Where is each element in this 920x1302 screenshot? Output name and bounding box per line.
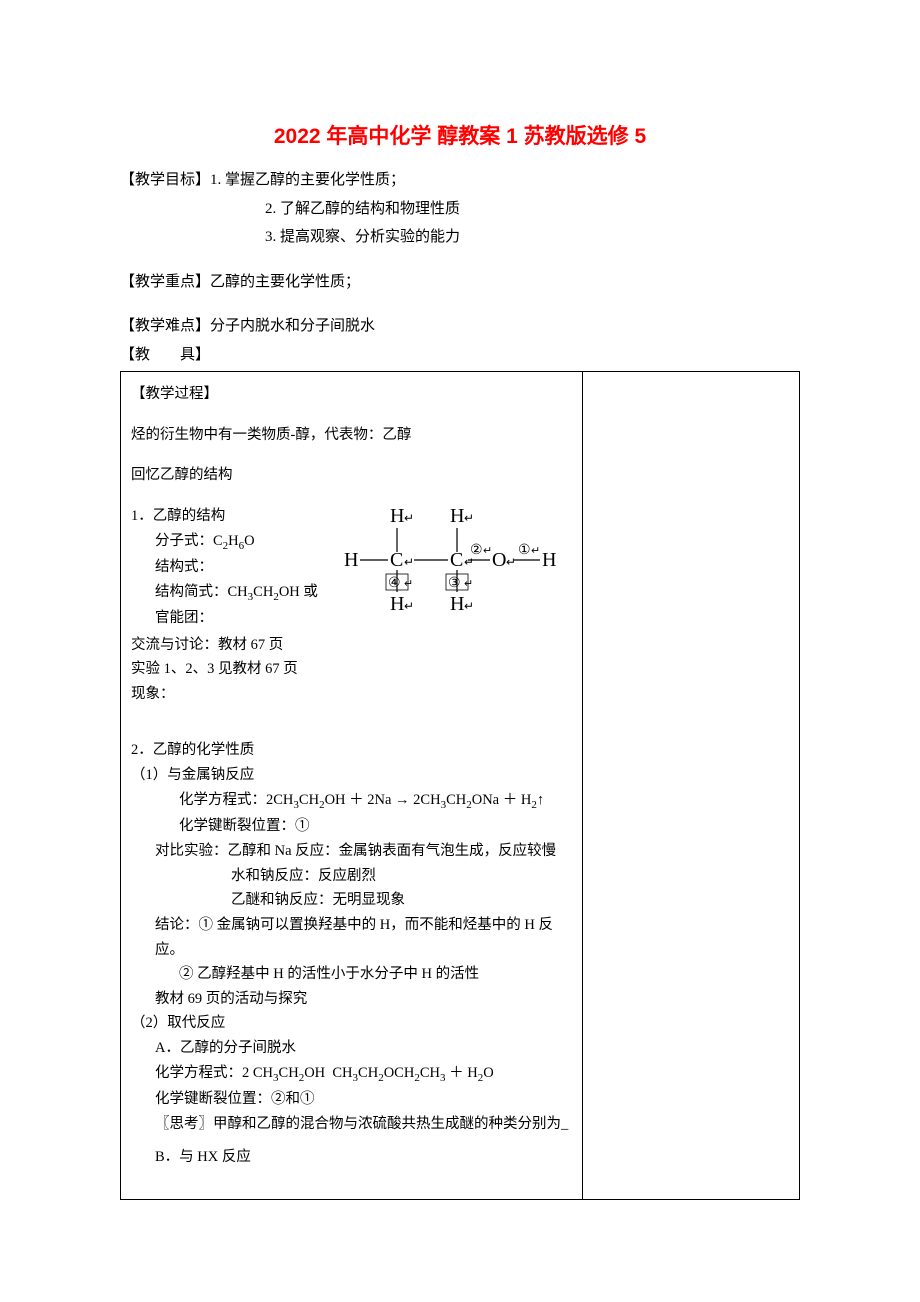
process-heading: 【教学过程】 [131,382,572,407]
svg-text:↵: ↵ [464,511,474,525]
svg-text:↵: ↵ [464,578,473,590]
cmp2: 水和钠反应：反应剧烈 [131,864,572,889]
svg-text:↵: ↵ [506,555,516,569]
svg-text:H: H [344,549,358,571]
r1-book: 教材 69 页的活动与探究 [131,987,572,1012]
short-label: 结构简式： [155,584,228,600]
think-line: 〖思考〗甲醇和乙醇的混合物与浓硫酸共热生成醚的种类分别为_ [131,1112,572,1137]
exp-line: 实验 1、2、3 见教材 67 页 [131,657,572,682]
process-table: 【教学过程】 烃的衍生物中有一类物质-醇，代表物：乙醇 回忆乙醇的结构 1．乙醇… [120,371,800,1200]
r1-break-val: ① [295,818,310,834]
svg-text:H: H [450,593,464,615]
focus-line: 【教学重点】乙醇的主要化学性质； [120,268,800,297]
svg-text:↵: ↵ [464,599,474,613]
r2-a-eq-label: 化学方程式： [155,1065,242,1081]
svg-text:↵: ↵ [531,545,540,557]
tools-label: 【教 具】 [120,347,210,363]
focus-label: 【教学重点】 [120,274,210,290]
ethanol-structure-svg: H↵ H↵ H C↵ [328,504,558,624]
structural-formula-diagram: H↵ H↵ H C↵ [328,504,572,633]
svg-text:↵: ↵ [483,545,492,557]
r2-heading: （2）取代反应 [131,1011,572,1036]
cmp1: 乙醇和 Na 反应：金属钠表面有气泡生成，反应较慢 [228,843,557,859]
svg-text:②: ② [470,543,483,558]
process-main-cell: 【教学过程】 烃的衍生物中有一类物质-醇，代表物：乙醇 回忆乙醇的结构 1．乙醇… [121,372,583,1200]
process-intro: 烃的衍生物中有一类物质-醇，代表物：乙醇 [131,423,572,448]
cmp-label: 对比实验： [155,843,228,859]
r2-b-heading: B．与 HX 反应 [131,1145,572,1170]
formula-value: C2H6O [213,533,255,549]
r2-a-eq: 2 CH3CH2OH CH3CH2OCH2CH3 ＋ H2O [242,1065,494,1081]
difficulty-text: 分子内脱水和分子间脱水 [210,318,375,334]
svg-text:O: O [492,549,506,571]
r1-heading: （1）与金属钠反应 [131,763,572,788]
focus-text: 乙醇的主要化学性质； [210,274,360,290]
short-line: 结构简式：CH3CH2OH 或 [131,580,318,607]
difficulty-label: 【教学难点】 [120,318,210,334]
conc-label: 结论： [155,917,199,933]
goals-label: 【教学目标】 [120,172,210,188]
discuss-line: 交流与讨论：教材 67 页 [131,633,572,658]
goal-2: 2. 了解乙醇的结构和物理性质 [120,195,800,224]
short-value: CH3CH2OH 或 [228,584,318,600]
r2-a-heading: A．乙醇的分子间脱水 [131,1036,572,1061]
svg-text:H: H [542,549,556,571]
page: 2022 年高中化学 醇教案 1 苏教版选修 5 【教学目标】1. 掌握乙醇的主… [0,0,920,1260]
goal-3: 3. 提高观察、分析实验的能力 [120,223,800,252]
r2-a-eq-line: 化学方程式：2 CH3CH2OH CH3CH2OCH2CH3 ＋ H2O [131,1061,572,1088]
think-text: 甲醇和乙醇的混合物与浓硫酸共热生成醚的种类分别为_ [213,1116,568,1132]
r2-a-break-val: ②和① [271,1091,315,1107]
svg-text:C: C [450,549,463,571]
tools-line: 【教 具】 [120,341,800,370]
conc1: ① 金属钠可以置换羟基中的 H，而不能和烃基中的 H 反应。 [155,917,553,958]
svg-text:H: H [450,505,464,527]
difficulty-line: 【教学难点】分子内脱水和分子间脱水 [120,312,800,341]
cmp3: 乙醚和钠反应：无明显现象 [131,888,572,913]
process-side-cell [582,372,799,1200]
svg-text:↵: ↵ [404,599,414,613]
r1-eq: 2CH3CH2OH ＋ 2Na → 2CH3CH2ONa ＋ H2↑ [266,792,544,808]
svg-text:①: ① [518,543,531,558]
cmp-line-1: 对比实验：乙醇和 Na 反应：金属钠表面有气泡生成，反应较慢 [131,839,572,864]
svg-text:④: ④ [388,576,401,591]
svg-text:H: H [390,593,404,615]
r1-break-line: 化学键断裂位置：① [131,814,572,839]
svg-text:C: C [390,549,403,571]
svg-text:↵: ↵ [404,555,414,569]
r2-a-break-line: 化学键断裂位置：②和① [131,1087,572,1112]
svg-text:H: H [390,505,404,527]
conc2: ② 乙醇羟基中 H 的活性小于水分子中 H 的活性 [131,962,572,987]
obs-line: 现象： [131,682,572,707]
conc-line-1: 结论：① 金属钠可以置换羟基中的 H，而不能和烃基中的 H 反应。 [131,913,572,962]
goals-line-1: 【教学目标】1. 掌握乙醇的主要化学性质； [120,166,800,195]
r1-eq-label: 化学方程式： [179,792,266,808]
structure-row: 1．乙醇的结构 分子式：C2H6O 结构式： 结构简式：CH3CH2OH 或 官… [131,504,572,633]
sec2-heading: 2．乙醇的化学性质 [131,738,572,763]
svg-text:↵: ↵ [404,578,413,590]
func-label: 官能团： [131,606,318,631]
goal-1: 1. 掌握乙醇的主要化学性质； [210,172,405,188]
r1-break-label: 化学键断裂位置： [179,818,295,834]
formula-label: 分子式： [155,533,213,549]
doc-title: 2022 年高中化学 醇教案 1 苏教版选修 5 [120,120,800,150]
process-recall: 回忆乙醇的结构 [131,463,572,488]
r1-eq-line: 化学方程式：2CH3CH2OH ＋ 2Na → 2CH3CH2ONa ＋ H2↑ [131,788,572,815]
structure-text-col: 1．乙醇的结构 分子式：C2H6O 结构式： 结构简式：CH3CH2OH 或 官… [131,504,328,631]
think-label: 〖思考〗 [155,1116,213,1132]
sec1-heading: 1．乙醇的结构 [131,504,318,529]
svg-text:③: ③ [448,576,461,591]
r2-a-break-label: 化学键断裂位置： [155,1091,271,1107]
formula-line: 分子式：C2H6O [131,529,318,556]
svg-text:↵: ↵ [404,511,414,525]
struct-label: 结构式： [131,555,318,580]
